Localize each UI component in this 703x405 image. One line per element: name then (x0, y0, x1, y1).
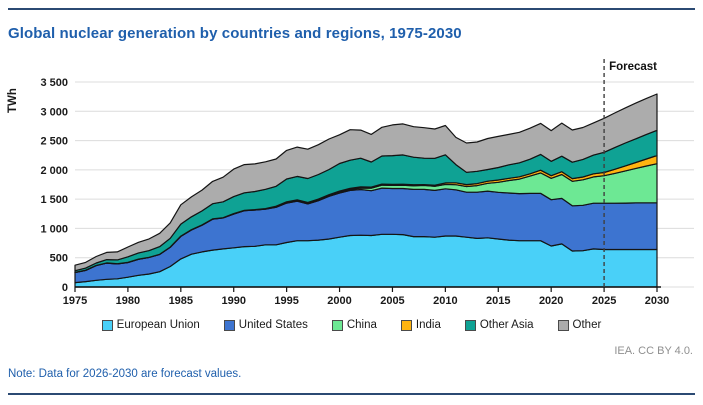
area-series-other (74, 93, 658, 272)
x-tick-label: 2025 (592, 295, 616, 307)
y-tick-label: 2 500 (40, 136, 68, 148)
footnote: Note: Data for 2026-2030 are forecast va… (8, 368, 242, 380)
legend-item-india: India (400, 319, 441, 331)
x-tick-label: 1980 (116, 295, 140, 307)
x-tick-label: 2010 (433, 295, 457, 307)
legend-swatch (331, 319, 343, 331)
x-tick-label: 2015 (486, 295, 510, 307)
legend-swatch (400, 319, 412, 331)
y-tick-label: 1 000 (40, 223, 68, 235)
legend-swatch (557, 319, 569, 331)
legend-label: India (415, 319, 441, 331)
legend-label: China (346, 319, 377, 331)
legend-item-other: Other (557, 319, 602, 331)
x-tick-label: 1985 (169, 295, 193, 307)
chart-legend: European Union United States China India Oth… (0, 319, 703, 331)
bottom-divider (8, 393, 695, 395)
legend-item-european-union: European Union (101, 319, 200, 331)
x-tick-label: 2005 (380, 295, 404, 307)
legend-label: European Union (116, 319, 200, 331)
x-tick-label: 2030 (645, 295, 669, 307)
x-tick-label: 1975 (63, 295, 87, 307)
x-tick-label: 1990 (221, 295, 245, 307)
legend-label: United States (238, 319, 308, 331)
area-series-group (74, 93, 658, 288)
y-tick-label: 3 000 (40, 106, 68, 118)
y-tick-label: 0 (62, 282, 68, 294)
legend-swatch (223, 319, 235, 331)
y-tick-label: 3 500 (40, 77, 68, 89)
y-tick-label: 2 000 (40, 165, 68, 177)
x-tick-label: 1995 (274, 295, 298, 307)
y-tick-label: 500 (50, 253, 68, 265)
chart-title: Global nuclear generation by countries a… (8, 25, 462, 42)
attribution-text: IEA. CC BY 4.0. (614, 345, 693, 357)
x-tick-label: 2020 (539, 295, 563, 307)
top-divider (8, 8, 695, 10)
forecast-label: Forecast (609, 61, 657, 73)
y-axis-unit-label: TWh (7, 88, 19, 113)
legend-label: Other Asia (479, 319, 534, 331)
legend-item-other-asia: Other Asia (464, 319, 534, 331)
legend-swatch (101, 319, 113, 331)
y-tick-label: 1 500 (40, 194, 68, 206)
legend-label: Other (572, 319, 602, 331)
legend-swatch (464, 319, 476, 331)
axes: 1975 1980 1985 1990 1995 2000 2005 2010 2015 2020… (63, 286, 694, 307)
legend-item-united-states: United States (223, 319, 308, 331)
legend-item-china: China (331, 319, 377, 331)
x-tick-label: 2000 (327, 295, 351, 307)
